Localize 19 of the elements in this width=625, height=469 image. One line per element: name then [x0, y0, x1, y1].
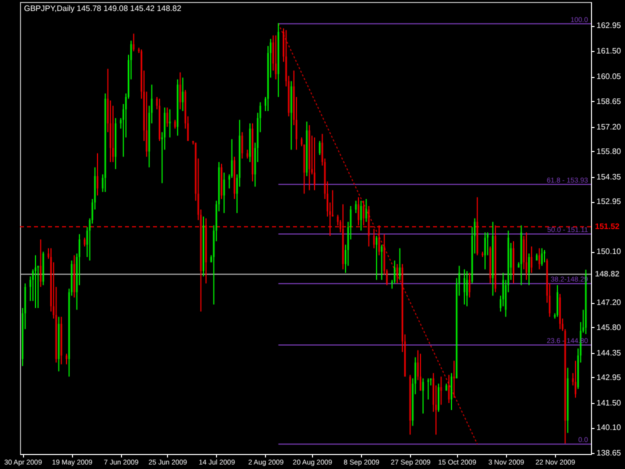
ref-line-label: 148.82 [595, 269, 620, 278]
y-tick-label: 162.95 [596, 21, 622, 30]
y-tick-label: 145.80 [596, 322, 622, 332]
y-tick-label: 161.50 [596, 46, 622, 56]
y-tick-label: 150.10 [596, 247, 622, 256]
y-tick-label: 152.95 [596, 197, 622, 206]
y-tick-label: 144.35 [596, 348, 622, 358]
ref-line-label: 151.52 [595, 222, 620, 231]
chart-title: GBPJPY,Daily 145.78 149.08 145.42 148.82 [24, 4, 182, 13]
y-tick-label: 142.95 [596, 372, 622, 382]
y-tick-label: 157.20 [596, 122, 622, 132]
y-tick-label: 141.50 [596, 398, 622, 408]
y-tick-label: 158.65 [596, 96, 622, 106]
y-tick-label: 155.80 [596, 146, 622, 156]
y-tick-label: 138.65 [596, 448, 622, 458]
y-tick-label: 147.20 [596, 298, 622, 308]
y-tick-label: 154.35 [596, 172, 622, 182]
y-tick-label: 160.05 [596, 72, 622, 82]
y-tick-label: 140.10 [596, 423, 622, 432]
